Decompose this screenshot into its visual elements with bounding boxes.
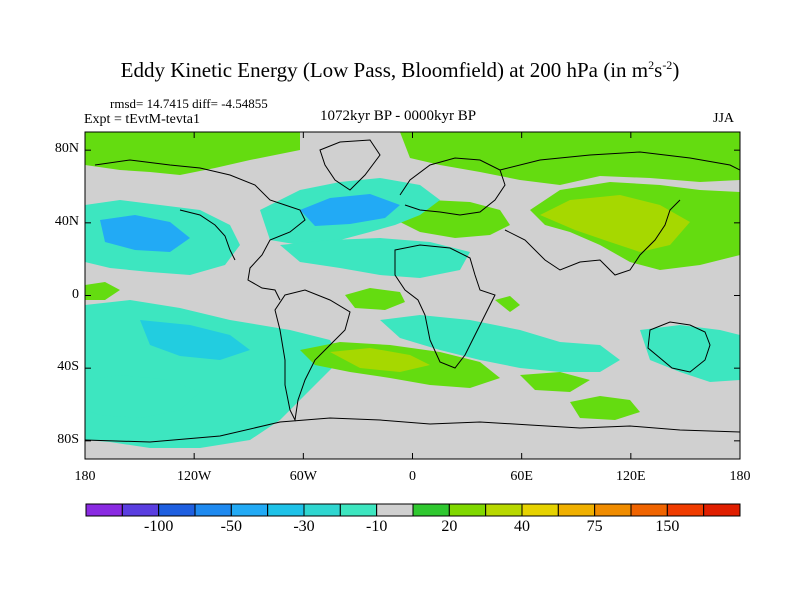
positive-region-arctic [85,132,300,175]
colorbar-label: 150 [655,518,680,535]
colorbar-swatch [666,503,705,517]
coastlines [85,139,740,443]
colorbar-swatch [267,503,305,517]
colorbar-swatch [703,503,741,517]
north-america-coast [94,159,306,301]
positive-strong-south-atlantic [330,348,430,372]
lon-tick-label: 180 [74,469,96,484]
colorbar-swatch [194,503,232,517]
negative-region-south-atlantic [380,315,620,372]
colorbar-swatch [121,503,160,517]
negative-region-central-atlantic [280,238,470,278]
south-america-coast [274,289,351,422]
antarctica-coast [85,417,740,443]
lon-tick-label: 60W [289,469,317,484]
colorbar-swatch [303,503,341,517]
negative-strong-atlantic [300,194,400,226]
colorbar-swatch [158,503,196,517]
negative-strong-south-pacific [140,320,250,360]
stats-text: rmsd= 14.7415 diff= -4.54855 [110,96,268,111]
lon-tick-label: 120W [177,469,212,484]
colorbar-label: -10 [365,518,388,535]
positive-region-eurasia-north [400,132,740,185]
colorbar-label: 20 [441,518,458,535]
colorbar-label: -30 [293,518,315,535]
colorbar-swatch [339,503,378,517]
positive-region-equator-pacific [85,282,120,300]
axis-ticks [84,132,741,459]
europe-coast [399,157,506,216]
colorbar-swatch [412,503,450,517]
positive-strong-asia [540,195,690,252]
positive-region-indian-south [520,372,590,392]
lon-tick-label: 60E [510,469,533,484]
experiment-label: Expt = tEvtM-tevta1 [84,112,200,127]
colorbar-swatch [230,503,269,517]
colorbar-swatch [630,503,668,517]
lat-tick-label: 80N [54,141,79,157]
colorbar [85,503,741,517]
colorbar-swatch [448,503,487,517]
lat-tick-label: 40N [54,213,79,229]
map-title: Eddy Kinetic Energy (Low Pass, Bloomfiel… [120,58,680,82]
period-label: 1072kyr BP - 0000kyr BP [320,108,477,124]
positive-region-southern-ocean [570,396,640,420]
greenland-coast [319,139,381,191]
colorbar-label: 75 [586,518,603,535]
asia-coast [499,151,740,276]
lat-tick-label: 40S [57,359,79,375]
negative-region-australia [640,325,740,382]
colorbar-swatch [485,503,523,517]
colorbar-label: 40 [514,518,530,535]
lat-tick-label: 80S [57,431,79,447]
colorbar-label: -50 [220,518,242,535]
positive-region-indian-equator [495,296,520,312]
lon-tick-label: 180 [729,469,751,484]
season-label: JJA [713,111,735,126]
lon-tick-label: 120E [616,469,646,484]
lon-tick-label: 0 [409,469,416,484]
positive-region-equator-atlantic [345,288,405,310]
negative-strong-north-pacific [100,215,190,252]
colorbar-label: -100 [143,518,174,535]
australia-coast [647,321,711,373]
colorbar-swatch [521,503,559,517]
negative-region-southern-pacific-east [85,375,200,418]
colorbar-swatch [376,503,414,517]
colorbar-swatch [85,503,123,517]
colorbar-swatch [594,503,632,517]
colorbar-swatch [557,503,596,517]
lat-tick-label: 0 [72,286,79,302]
africa-coast [394,244,496,369]
